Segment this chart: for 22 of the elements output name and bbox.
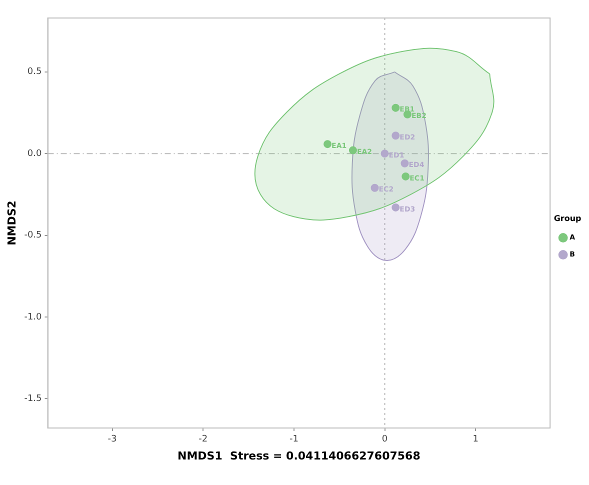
y-tick-label: -1.0 [24,312,42,322]
point [380,150,389,158]
y-tick-label: 0.0 [27,148,42,159]
x-tick-label: 1 [472,434,478,445]
y-tick-label: -1.5 [24,394,42,404]
point [392,104,400,112]
legend-title: Group [554,214,582,223]
point [324,140,332,148]
y-tick-label: -0.5 [24,230,42,241]
point [392,132,400,140]
x-tick-label: -2 [198,434,208,445]
x-tick-label: 0 [382,434,388,445]
y-tick-label: 0.5 [27,67,42,78]
point [402,172,410,180]
x-tick-label: -3 [108,434,117,445]
y-axis-title: NMDS2 [5,200,18,246]
point [400,159,409,168]
point [348,146,357,154]
point [392,203,400,212]
x-tick-label: -1 [289,434,298,445]
x-axis-title: NMDS1 Stress = 0.0411406627607568 [177,449,420,462]
point [370,184,379,192]
